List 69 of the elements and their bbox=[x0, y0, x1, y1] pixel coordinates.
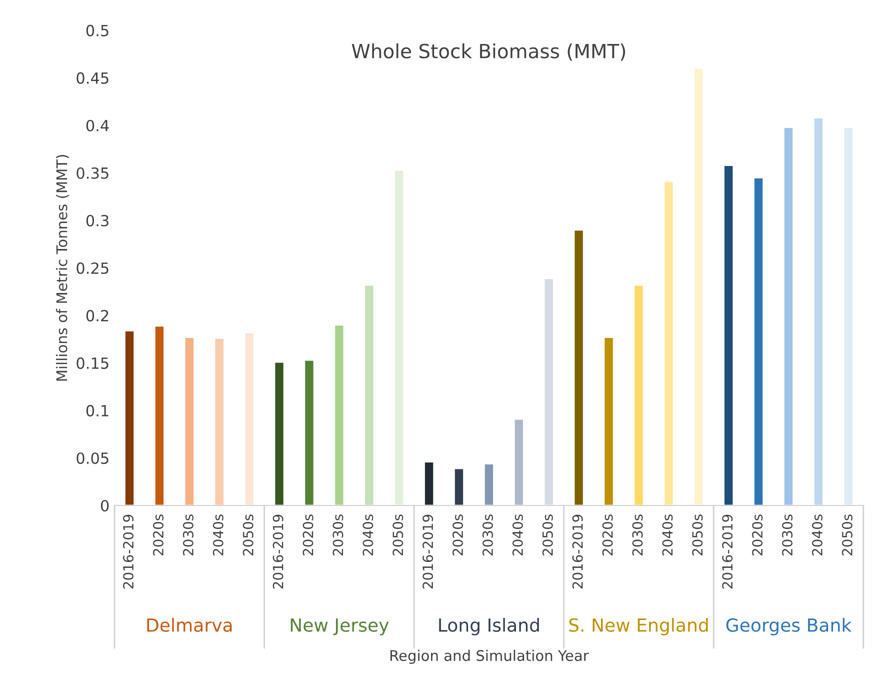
bar bbox=[154, 325, 165, 506]
bar bbox=[244, 332, 255, 506]
text: Long Island bbox=[439, 618, 539, 636]
text: Whole Stock Biomass (MMT) bbox=[352, 43, 626, 61]
bar bbox=[454, 468, 464, 506]
x-tick-label: 2030s bbox=[782, 514, 793, 556]
x-tick-label: 2020s bbox=[452, 514, 464, 556]
bar bbox=[753, 176, 764, 506]
x-tick-label: 2030s bbox=[332, 514, 344, 556]
x-tick-label: 2016-2019 bbox=[572, 514, 583, 589]
bar bbox=[394, 169, 405, 506]
bar bbox=[543, 278, 554, 506]
y-tick-label: 0.25 bbox=[76, 262, 108, 274]
bar bbox=[842, 126, 854, 506]
y-tick-label: 0.5 bbox=[86, 24, 108, 36]
x-axis-title: Region and Simulation Year bbox=[390, 650, 589, 664]
x-tick-label: 2040s bbox=[362, 514, 374, 556]
x-tick-label: 2020s bbox=[302, 514, 314, 556]
x-tick-label: 2030s bbox=[632, 514, 643, 556]
x-tick-label: 2020s bbox=[602, 514, 613, 556]
bar bbox=[812, 117, 824, 506]
bar bbox=[663, 180, 674, 506]
bar bbox=[214, 338, 225, 506]
x-tick-label: 2030s bbox=[482, 514, 493, 556]
x-tick-label: 2016-2019 bbox=[272, 514, 284, 589]
y-tick-label: 0.05 bbox=[76, 452, 108, 464]
y-axis-title: Millions of Metric Tonnes (MMT) bbox=[56, 154, 69, 381]
bar bbox=[274, 361, 285, 506]
bar bbox=[364, 284, 375, 506]
text: Georges Bank bbox=[726, 618, 852, 636]
x-tick-label: 2050s bbox=[542, 514, 553, 556]
x-tick-label: 2040s bbox=[512, 514, 523, 556]
x-tick-label: 2030s bbox=[182, 514, 194, 556]
y-tick-label: 0 bbox=[100, 500, 109, 512]
bar bbox=[304, 359, 315, 506]
bar bbox=[693, 68, 704, 506]
text: Delmarva bbox=[147, 618, 232, 632]
bar bbox=[783, 126, 794, 506]
bar bbox=[124, 330, 135, 506]
x-tick-label: 2050s bbox=[392, 514, 404, 556]
x-tick-label: 2016-2019 bbox=[422, 514, 434, 589]
bar bbox=[513, 418, 524, 506]
bar bbox=[573, 229, 584, 506]
x-tick-label: 2020s bbox=[152, 514, 164, 556]
text: S. New England bbox=[569, 618, 708, 636]
x-tick-label: 2040s bbox=[662, 514, 673, 556]
text: New Jersey bbox=[290, 618, 389, 636]
y-tick-label: 0.4 bbox=[86, 120, 109, 132]
x-tick-label: 2040s bbox=[812, 514, 822, 556]
y-tick-label: 0.2 bbox=[86, 310, 108, 322]
x-tick-label: 2040s bbox=[212, 514, 224, 556]
bar bbox=[483, 462, 494, 506]
x-tick-label: 2016-2019 bbox=[722, 514, 733, 589]
y-tick-label: 0.3 bbox=[86, 214, 108, 226]
x-tick-label: 2016-2019 bbox=[123, 514, 134, 589]
y-tick-label: 0.15 bbox=[76, 357, 108, 369]
y-tick-label: 0.45 bbox=[76, 72, 108, 84]
bar bbox=[603, 336, 614, 506]
bar bbox=[334, 324, 345, 506]
bar bbox=[723, 164, 734, 506]
x-tick-label: 2050s bbox=[692, 514, 703, 556]
x-tick-label: 2050s bbox=[242, 514, 254, 556]
y-tick-label: 0.35 bbox=[76, 167, 108, 179]
x-tick-label: 2020s bbox=[752, 514, 763, 556]
bar bbox=[633, 284, 644, 506]
bar bbox=[424, 461, 435, 506]
bar bbox=[184, 336, 195, 506]
x-tick-label: 2050s bbox=[842, 514, 852, 556]
y-tick-label: 0.1 bbox=[86, 404, 108, 416]
